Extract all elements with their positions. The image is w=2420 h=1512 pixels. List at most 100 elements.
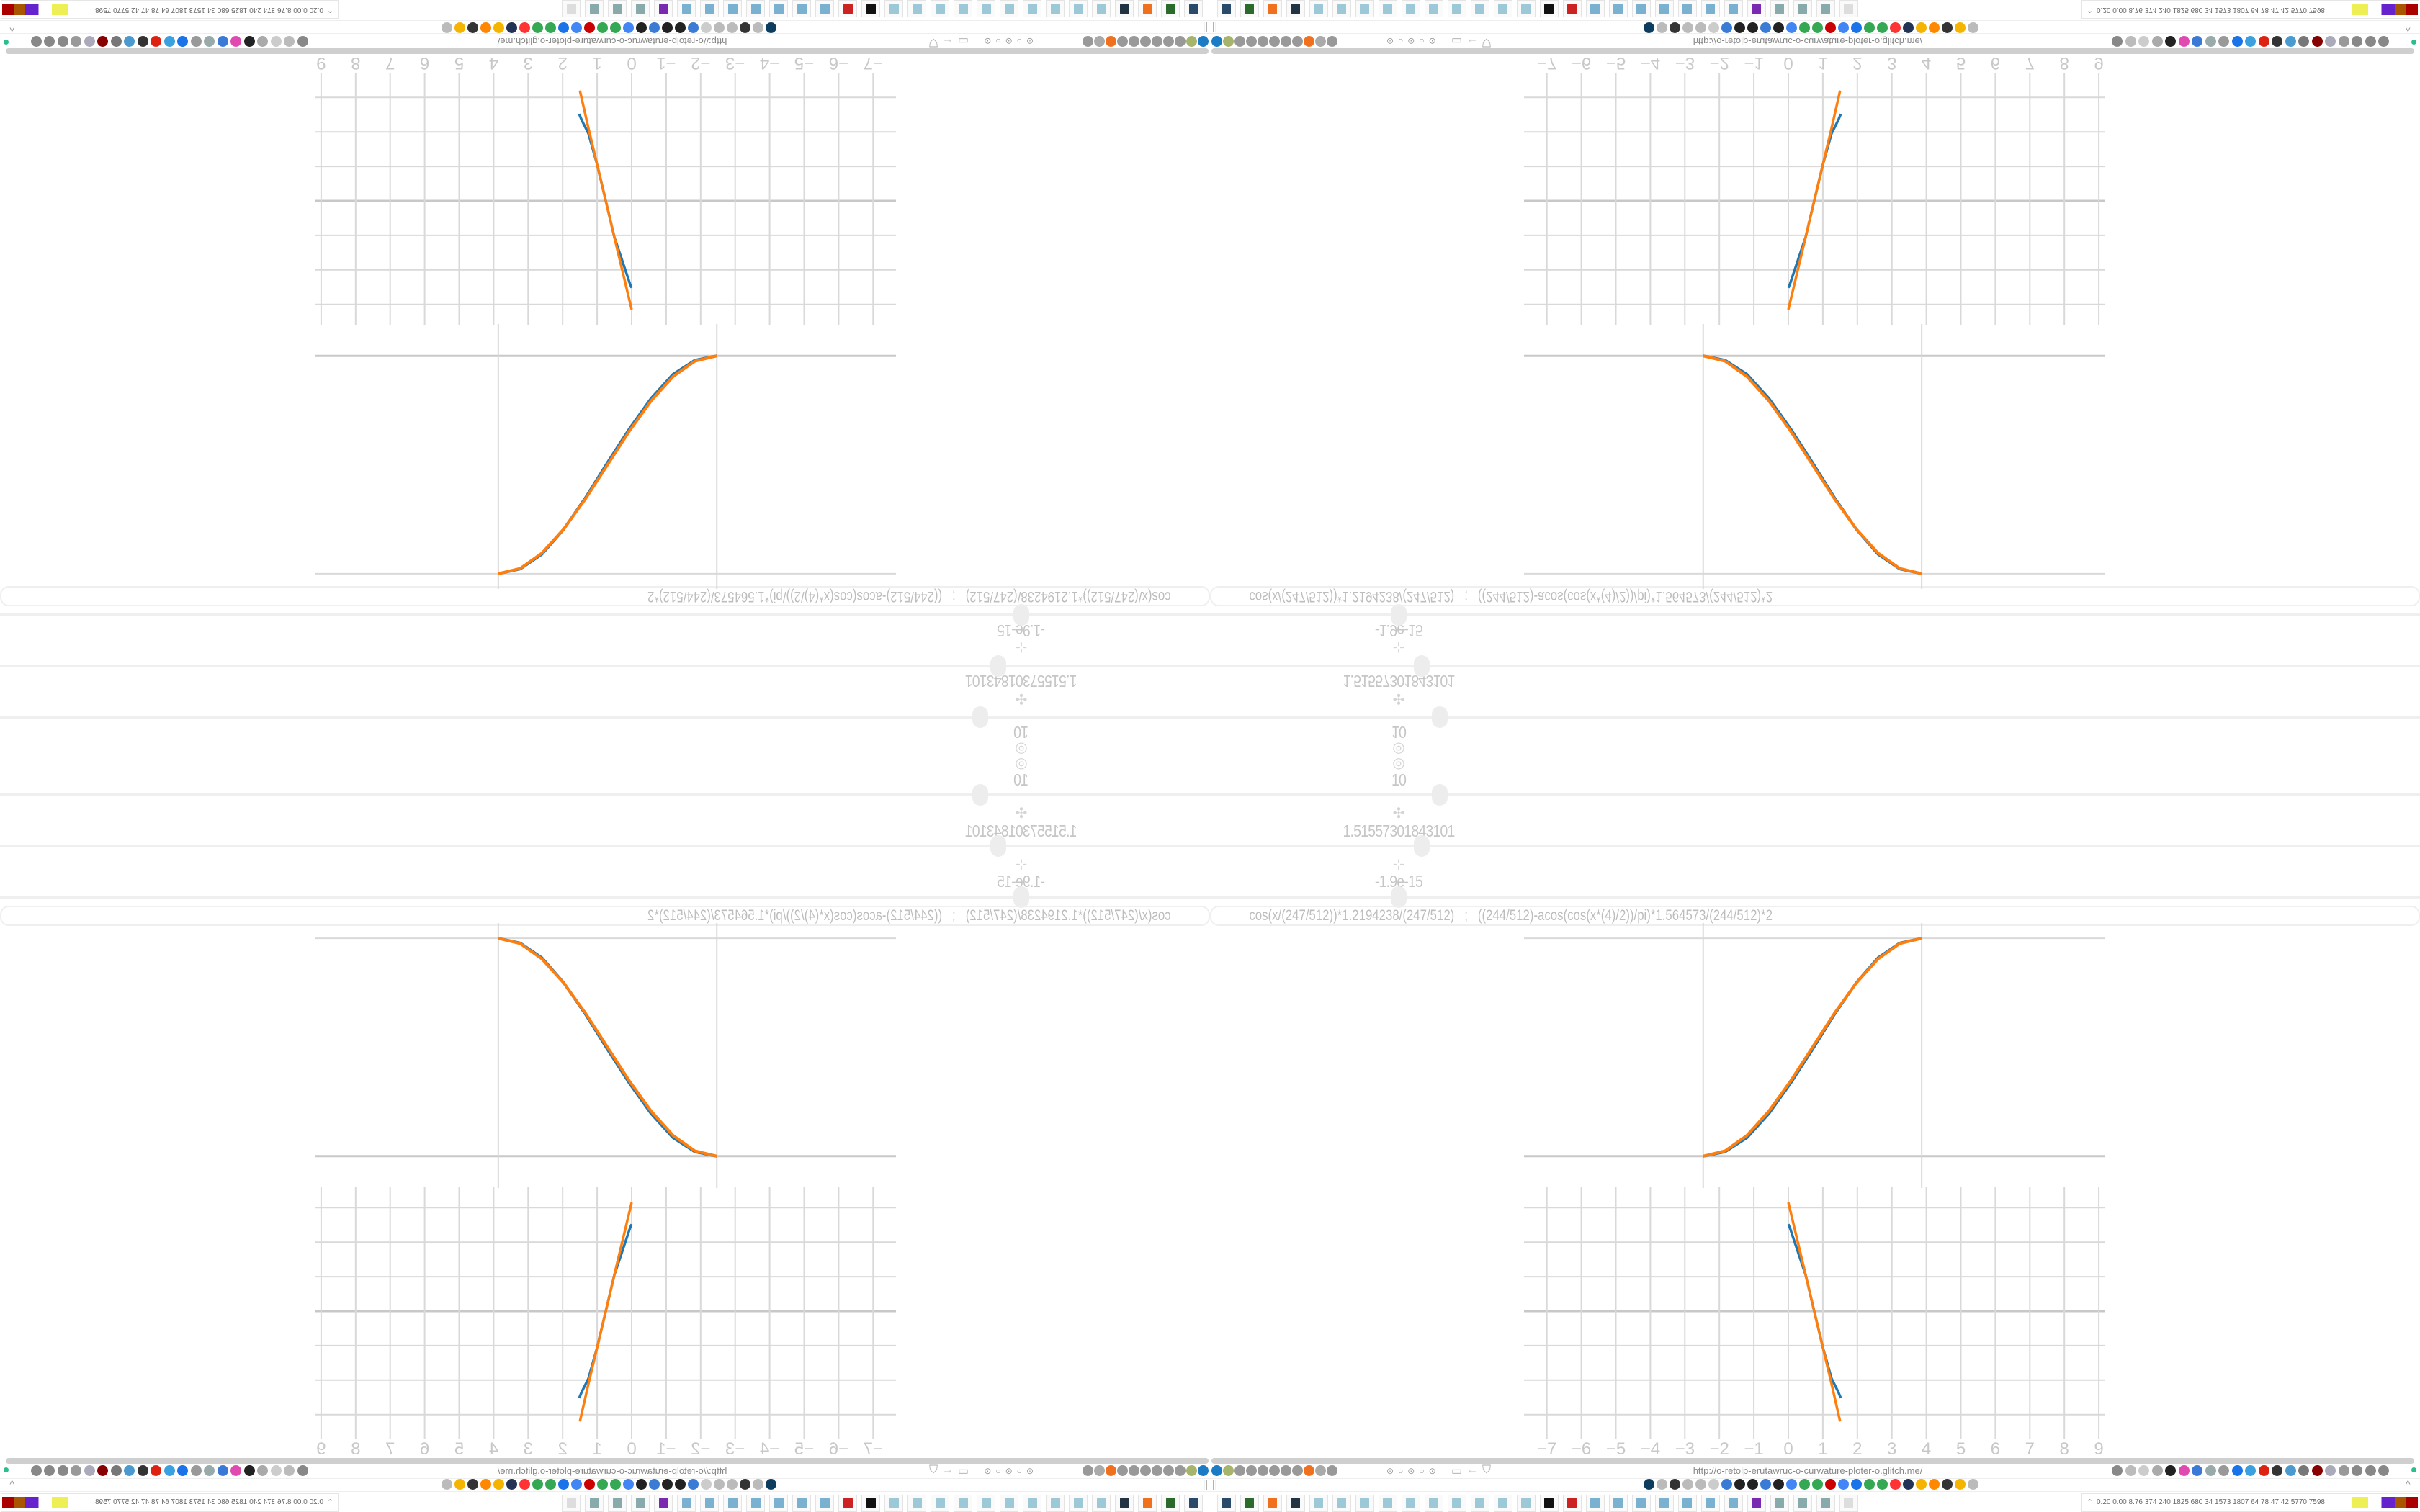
trash-icon[interactable] bbox=[2272, 1465, 2282, 1476]
taskbar-button[interactable] bbox=[1632, 0, 1651, 17]
translate-icon[interactable] bbox=[623, 1479, 634, 1490]
globe-icon[interactable] bbox=[1083, 36, 1093, 47]
mouse-icon[interactable] bbox=[2205, 1465, 2216, 1476]
download-icon[interactable] bbox=[244, 36, 255, 47]
star-icon[interactable] bbox=[2125, 1465, 2136, 1476]
globe-icon[interactable] bbox=[1163, 36, 1174, 47]
globe-icon[interactable] bbox=[1281, 1465, 1291, 1476]
cc-icon[interactable] bbox=[467, 22, 478, 33]
globe-icon[interactable] bbox=[1760, 1479, 1771, 1490]
wrench-icon[interactable] bbox=[1292, 36, 1303, 47]
yandex-icon[interactable] bbox=[1890, 1479, 1901, 1490]
shield-icon[interactable]: ⛉ bbox=[928, 36, 938, 48]
taskbar-button[interactable] bbox=[1701, 1495, 1720, 1512]
taskbar-button[interactable] bbox=[1161, 1495, 1180, 1512]
taskbar-button[interactable] bbox=[608, 1495, 627, 1512]
firefox-icon[interactable] bbox=[1304, 36, 1314, 47]
taskbar-button[interactable] bbox=[723, 1495, 742, 1512]
chevron-up-icon[interactable]: ^ bbox=[2406, 22, 2411, 34]
taskbar-button[interactable] bbox=[1425, 0, 1443, 17]
upload-icon[interactable] bbox=[164, 1465, 175, 1476]
google-icon[interactable] bbox=[610, 22, 621, 33]
image-icon[interactable] bbox=[1916, 22, 1927, 33]
globe-icon[interactable] bbox=[71, 36, 82, 47]
taskbar-button[interactable] bbox=[700, 1495, 719, 1512]
ublock-icon[interactable] bbox=[97, 36, 109, 47]
taskbar-button[interactable] bbox=[1770, 1495, 1789, 1512]
taskbar-button[interactable] bbox=[1332, 1495, 1351, 1512]
reload-icon[interactable] bbox=[257, 1465, 269, 1476]
sun-icon[interactable] bbox=[480, 22, 491, 33]
google-icon[interactable] bbox=[532, 22, 543, 33]
globe-icon[interactable] bbox=[1175, 1465, 1186, 1476]
globe-icon[interactable] bbox=[688, 22, 699, 33]
taskbar-button[interactable] bbox=[585, 0, 604, 17]
share-icon[interactable] bbox=[124, 1465, 135, 1476]
globe-icon[interactable] bbox=[1163, 1465, 1174, 1476]
taskbar-button[interactable] bbox=[815, 1495, 834, 1512]
archive-icon[interactable] bbox=[111, 1465, 122, 1476]
wikipedia-icon[interactable] bbox=[675, 22, 686, 33]
globe-icon[interactable] bbox=[1246, 36, 1257, 47]
taskbar-button[interactable] bbox=[1161, 0, 1180, 17]
extension-icon[interactable] bbox=[1186, 36, 1197, 47]
globe-icon[interactable] bbox=[1083, 1465, 1093, 1476]
reload-icon[interactable] bbox=[2151, 1465, 2163, 1476]
taskbar-button[interactable] bbox=[792, 0, 811, 17]
flower-icon[interactable] bbox=[1825, 1479, 1836, 1490]
translate-icon[interactable] bbox=[2192, 1465, 2202, 1476]
mute-icon[interactable] bbox=[1657, 1479, 1667, 1490]
google-icon[interactable] bbox=[571, 1479, 582, 1490]
image-icon[interactable] bbox=[454, 1479, 465, 1490]
taskbar-button[interactable] bbox=[1240, 1495, 1259, 1512]
archive-icon[interactable] bbox=[111, 36, 122, 47]
wrench-icon[interactable] bbox=[1292, 1465, 1303, 1476]
back-icon[interactable]: ← bbox=[942, 1464, 954, 1476]
taskbar-button[interactable] bbox=[861, 1495, 880, 1512]
translate-icon[interactable] bbox=[297, 1465, 308, 1476]
forward-icon[interactable] bbox=[2138, 1465, 2149, 1476]
taskbar-button[interactable] bbox=[1586, 0, 1605, 17]
zoom-slider[interactable] bbox=[1210, 784, 2420, 806]
add-icon[interactable] bbox=[2231, 36, 2243, 47]
filter-icon[interactable] bbox=[1198, 36, 1209, 47]
mute-icon[interactable] bbox=[1708, 22, 1719, 33]
color-picker-icon[interactable] bbox=[2178, 1465, 2190, 1476]
taskbar-button[interactable] bbox=[954, 1495, 972, 1512]
taskbar-button[interactable] bbox=[1609, 0, 1628, 17]
record-icon[interactable] bbox=[2258, 36, 2269, 47]
taskbar-button[interactable] bbox=[1263, 1495, 1282, 1512]
gear-icon[interactable] bbox=[1315, 36, 1326, 47]
google-icon[interactable] bbox=[532, 1479, 543, 1490]
taskbar-button[interactable] bbox=[654, 0, 673, 17]
gear-icon[interactable] bbox=[1094, 1465, 1105, 1476]
extension-icon[interactable] bbox=[1186, 1465, 1197, 1476]
taskbar-button[interactable] bbox=[931, 0, 949, 17]
google-icon[interactable] bbox=[1799, 22, 1810, 33]
wave-icon[interactable] bbox=[662, 1479, 673, 1490]
horizontal-scrollbar[interactable] bbox=[1211, 1458, 2414, 1464]
wrench-icon[interactable] bbox=[1117, 36, 1128, 47]
taskbar-button[interactable] bbox=[1724, 0, 1743, 17]
taskbar-button[interactable] bbox=[1092, 1495, 1111, 1512]
offset-slider[interactable] bbox=[1210, 655, 2420, 677]
puzzle-icon[interactable] bbox=[58, 36, 68, 47]
mute-icon[interactable] bbox=[1682, 22, 1693, 33]
shield-icon[interactable]: ⛉ bbox=[1482, 36, 1492, 48]
url-bar[interactable]: http://o-retolp-erutawruc-o-curwature-pl… bbox=[1693, 1465, 1923, 1476]
bookmarks-handle[interactable]: || bbox=[1212, 1478, 1218, 1490]
taskbar-button[interactable] bbox=[608, 0, 627, 17]
star-icon[interactable] bbox=[2125, 36, 2136, 47]
taskbar-button[interactable] bbox=[884, 0, 903, 17]
download-icon[interactable] bbox=[2165, 36, 2176, 47]
translate-icon[interactable] bbox=[1786, 22, 1797, 33]
taskbar-button[interactable] bbox=[654, 1495, 673, 1512]
globe-icon[interactable] bbox=[1175, 36, 1186, 47]
shield-icon[interactable] bbox=[84, 36, 95, 47]
taskbar-button[interactable] bbox=[1115, 0, 1134, 17]
taskbar-button[interactable] bbox=[1471, 0, 1489, 17]
hourglass-icon[interactable] bbox=[442, 22, 452, 33]
slider-thumb[interactable] bbox=[1391, 886, 1407, 908]
taskbar-button[interactable] bbox=[1000, 0, 1018, 17]
taskbar-button[interactable] bbox=[1586, 1495, 1605, 1512]
